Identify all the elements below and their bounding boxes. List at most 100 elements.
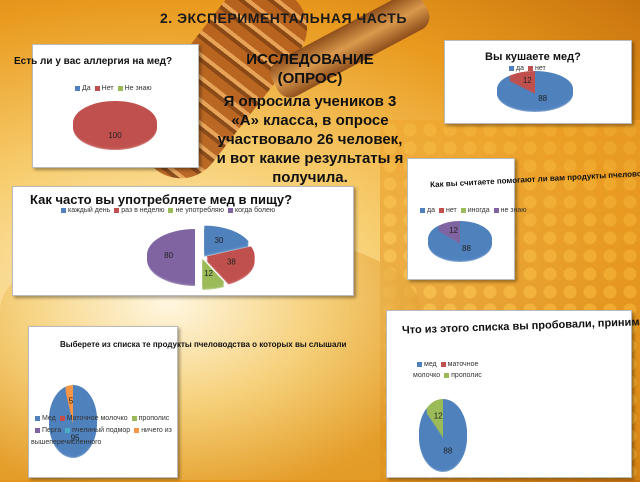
legend-swatch — [35, 427, 40, 433]
slide-title: 2. ЭКСПЕРИМЕНТАЛЬНАЯ ЧАСТЬ — [160, 10, 407, 26]
chart-frequency-legend: каждый день раз в неделю не употребляю когд… — [57, 205, 307, 216]
pie-slice — [202, 258, 225, 285]
legend-label: прополис — [451, 372, 482, 379]
pie-slice — [206, 246, 255, 280]
legend-swatch — [114, 207, 120, 213]
legend-item: не знаю — [490, 207, 527, 214]
legend-swatch — [75, 85, 80, 91]
legend-label: прополис — [138, 415, 170, 422]
chart-allergy-title: Есть ли у вас аллергия на мед? — [14, 56, 173, 67]
chart-frequency-title: Как часто вы употребляете мед в пищу? — [30, 192, 293, 207]
chart-bee-help: 88 12 да нет иногда не знаю — [407, 158, 527, 280]
legend-label: Нет — [101, 85, 114, 92]
pie-data-label: 80 — [164, 251, 173, 260]
pie-data-label: 30 — [215, 236, 224, 245]
legend-item: когда болею — [224, 207, 275, 214]
legend-label: да — [516, 65, 524, 72]
legend-swatch — [440, 361, 446, 367]
legend-swatch — [168, 207, 174, 213]
legend-item: ничего из вышеперечисленного — [31, 427, 172, 446]
pie-slice — [65, 385, 73, 419]
legend-swatch — [527, 65, 533, 71]
legend-item: прополис — [440, 372, 482, 379]
legend-label: Маточное молочко — [66, 415, 128, 422]
pie-data-label: 12 — [204, 269, 213, 278]
legend-swatch — [438, 207, 444, 213]
legend-swatch — [131, 415, 137, 421]
legend-swatch — [61, 207, 66, 213]
legend-swatch — [444, 372, 450, 378]
legend-item: Мед — [31, 415, 56, 422]
legend-swatch — [117, 85, 123, 91]
chart-allergy-legend: Да Нет Не знаю — [71, 85, 152, 92]
legend-label: не знаю — [500, 207, 527, 214]
legend-label: мед — [424, 361, 437, 368]
pie-data-label: 12 — [449, 226, 458, 235]
chart-bee-help-svg: 88 12 — [428, 221, 492, 262]
legend-label: пчелиный подмор — [72, 427, 131, 434]
chart-bee-help-legend: да нет иногда не знаю — [416, 207, 527, 214]
legend-label: Мед — [42, 415, 56, 422]
pie-data-label: 95 — [71, 433, 80, 442]
chart-eat-honey: 88 12 Вы кушаете мед? да нет — [444, 40, 632, 124]
legend-item: Не знаю — [114, 85, 152, 92]
chart-eat-honey-svg: 88 12 — [497, 71, 573, 112]
chart-frequency-svg: 30 38 12 80 — [147, 225, 255, 290]
legend-item: Перга — [31, 427, 61, 434]
legend-swatch — [94, 85, 100, 91]
legend-label: Перга — [42, 427, 62, 434]
legend-item: раз в неделю — [110, 207, 164, 214]
pie-slice — [508, 71, 535, 89]
legend-label: каждый день — [68, 207, 111, 214]
legend-item: маточное молочко — [413, 361, 478, 379]
chart-heard-of: 95 5 Мед Маточное молочко прополис Перга пчел… — [28, 326, 178, 478]
pie-slice — [438, 221, 460, 239]
chart-tried-legend: мед маточное молочко прополис — [413, 359, 493, 381]
legend-item: да — [416, 207, 435, 214]
pie-slice — [49, 385, 98, 453]
pie-data-label: 100 — [108, 131, 122, 140]
legend-label: Не знаю — [124, 85, 152, 92]
pie-data-label: 88 — [443, 446, 452, 455]
pie-slice — [147, 229, 195, 281]
pie-data-label: 12 — [434, 412, 443, 421]
legend-item: Да — [71, 85, 91, 92]
intro-body: Я опросила учеников 3 «А» класса, в опро… — [216, 93, 404, 186]
legend-item: нет — [524, 65, 546, 72]
chart-allergy-svg: 100 — [73, 101, 157, 150]
legend-label: не употребляю — [175, 207, 224, 214]
chart-eat-honey-legend: да нет — [505, 65, 546, 72]
legend-item: мед — [413, 361, 437, 368]
legend-swatch — [35, 415, 40, 421]
pie-slice — [73, 101, 157, 145]
legend-swatch — [493, 207, 499, 213]
chart-frequency: 30 38 12 80 каждый день раз в неделю не употр… — [12, 186, 354, 296]
pie-slice — [426, 399, 443, 433]
chart-tried: 88 12 мед маточное молочко прополис — [386, 310, 632, 478]
legend-swatch — [420, 207, 425, 213]
legend-swatch — [460, 207, 466, 213]
legend-label: иногда — [467, 207, 490, 214]
legend-item: не употребляю — [164, 207, 224, 214]
chart-eat-honey-title: Вы кушаете мед? — [485, 51, 581, 63]
legend-label: ничего из вышеперечисленного — [31, 427, 172, 446]
legend-swatch — [65, 427, 71, 433]
legend-swatch — [509, 65, 514, 71]
legend-swatch — [59, 415, 65, 421]
legend-label: когда болею — [234, 207, 276, 214]
legend-label: раз в неделю — [121, 207, 165, 214]
legend-item: пчелиный подмор — [61, 427, 130, 434]
legend-swatch — [417, 361, 422, 367]
legend-label: да — [427, 207, 435, 214]
chart-heard-of-title: Выберете из списка те продукты пчеловодс… — [60, 340, 347, 349]
pie-slice — [204, 225, 249, 252]
legend-item: прополис — [128, 415, 170, 422]
pie-data-label: 38 — [227, 257, 236, 266]
legend-item: иногда — [457, 207, 490, 214]
legend-label: нет — [445, 207, 457, 214]
legend-item: Нет — [91, 85, 114, 92]
legend-item: Маточное молочко — [56, 415, 128, 422]
legend-item: нет — [435, 207, 457, 214]
chart-heard-of-svg: 95 5 — [48, 385, 98, 458]
legend-item: да — [505, 65, 524, 72]
